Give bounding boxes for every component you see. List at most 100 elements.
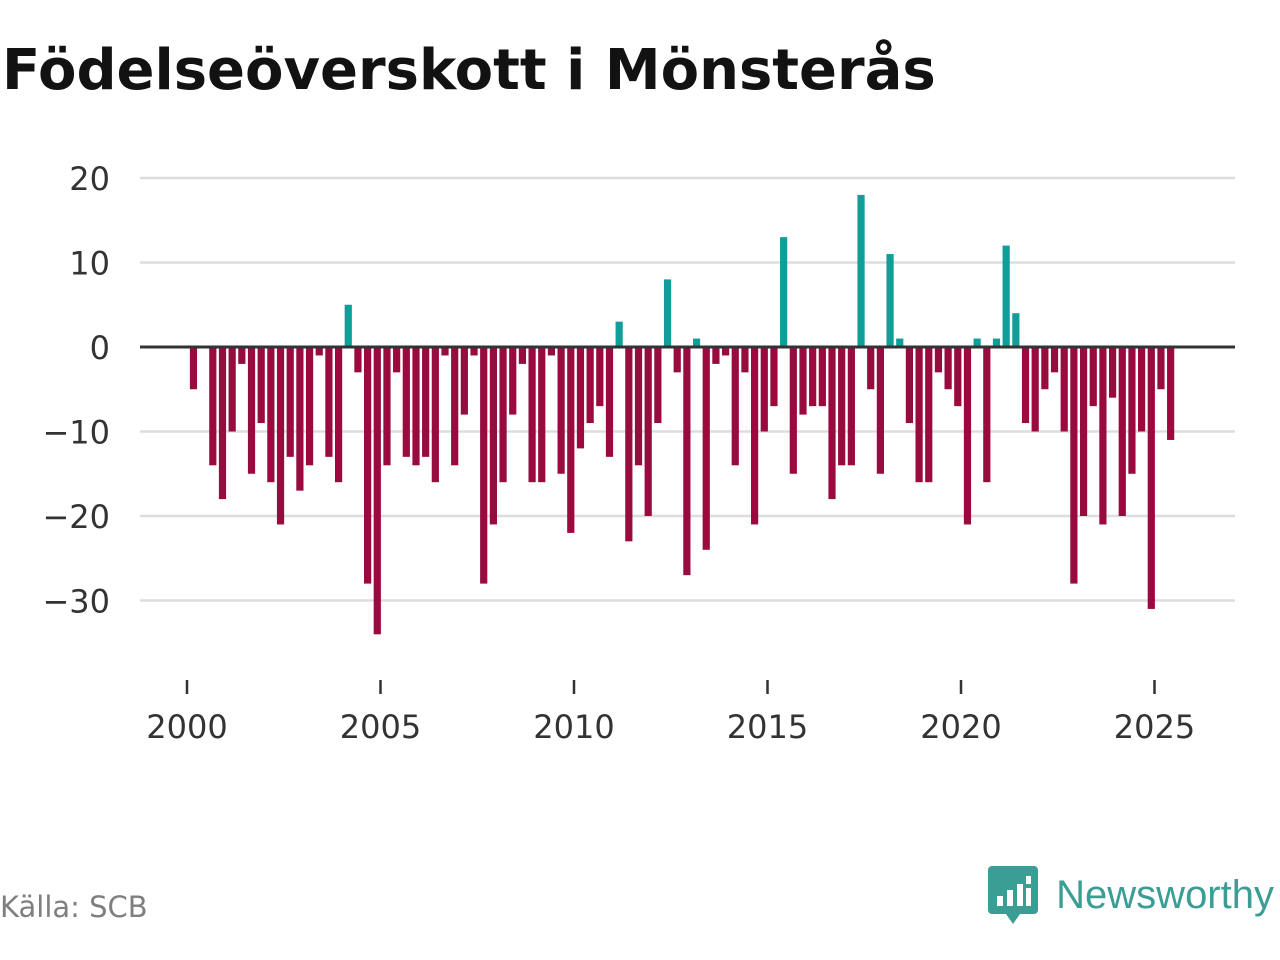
chart-title: Födelseöverskott i Mönsterås [2, 38, 936, 103]
bar [1031, 347, 1039, 432]
bar [267, 347, 275, 483]
bar [876, 347, 884, 474]
bar [847, 347, 855, 466]
y-tick-label: 0 [90, 329, 110, 367]
bar [373, 347, 381, 635]
bar [886, 254, 894, 347]
x-tick-label: 2000 [146, 708, 227, 746]
bar [1157, 347, 1165, 390]
bar [915, 347, 923, 483]
bar [276, 347, 285, 525]
bar [1089, 347, 1097, 407]
bar [925, 347, 933, 483]
bar [963, 347, 972, 525]
brand-name: Newsworthy [1056, 872, 1274, 917]
bar [538, 347, 546, 483]
bar [364, 347, 372, 584]
bar [780, 237, 788, 347]
y-tick-label: 20 [69, 160, 110, 198]
bar [1118, 347, 1126, 516]
bar [1060, 347, 1068, 432]
bar [1050, 347, 1059, 373]
bar [209, 347, 217, 466]
bar [857, 194, 865, 347]
bar [1002, 245, 1010, 347]
bar [741, 347, 749, 373]
bar [586, 347, 594, 424]
bar [422, 347, 430, 457]
bar [528, 347, 536, 483]
bar [470, 347, 478, 356]
bar [480, 347, 488, 584]
bar [867, 347, 875, 390]
bar [605, 347, 614, 457]
bar [944, 347, 952, 390]
bar [1108, 347, 1117, 398]
bar [1138, 347, 1146, 432]
brand[interactable]: Newsworthy [988, 866, 1274, 924]
bar [799, 347, 807, 415]
bar [625, 347, 633, 542]
x-tick-label: 2020 [920, 708, 1001, 746]
bar [1099, 347, 1107, 525]
newsworthy-logo-icon [988, 866, 1039, 924]
bar [973, 338, 981, 347]
bar [683, 347, 691, 576]
bar [557, 347, 565, 474]
x-tick-label: 2010 [533, 708, 614, 746]
bar [431, 347, 439, 483]
bar [412, 347, 420, 466]
bar [576, 347, 585, 449]
bar [441, 347, 449, 356]
bar [1147, 347, 1155, 609]
bar [1167, 347, 1175, 440]
bar [354, 347, 362, 373]
bar [1128, 347, 1136, 474]
bar [334, 347, 343, 483]
x-tick-label: 2015 [727, 708, 808, 746]
bar [770, 347, 778, 407]
bar [751, 347, 759, 525]
bar [325, 347, 333, 457]
x-tick-label: 2005 [340, 708, 421, 746]
bar [896, 338, 904, 347]
bar [296, 347, 304, 491]
bar [1079, 347, 1088, 516]
bar [402, 347, 410, 457]
bar [218, 347, 227, 500]
bar [509, 347, 517, 415]
bar [344, 304, 352, 347]
bar [654, 347, 662, 424]
bar [596, 347, 604, 407]
bar [567, 347, 575, 533]
y-tick-label: −30 [42, 583, 110, 621]
bar [712, 347, 720, 364]
y-tick-label: 10 [69, 245, 110, 283]
bar [247, 347, 256, 474]
bar [460, 347, 468, 415]
bar [789, 347, 797, 474]
bar [818, 347, 826, 407]
bars [189, 194, 1175, 635]
bar [1021, 347, 1030, 424]
y-tick-label: −20 [42, 498, 110, 536]
bar [644, 347, 652, 516]
bar [615, 321, 623, 347]
bar [315, 347, 323, 356]
bar [673, 347, 681, 373]
source-note: Källa: SCB [0, 890, 148, 924]
bar [731, 347, 739, 466]
bar [257, 347, 265, 424]
bar [760, 347, 768, 432]
bar [692, 338, 701, 347]
bar [383, 347, 391, 466]
bar [228, 347, 236, 432]
bar [547, 347, 556, 356]
bar [189, 347, 198, 390]
bar [305, 347, 314, 466]
bar [702, 347, 710, 550]
bar [1012, 313, 1020, 347]
bar [489, 347, 497, 525]
